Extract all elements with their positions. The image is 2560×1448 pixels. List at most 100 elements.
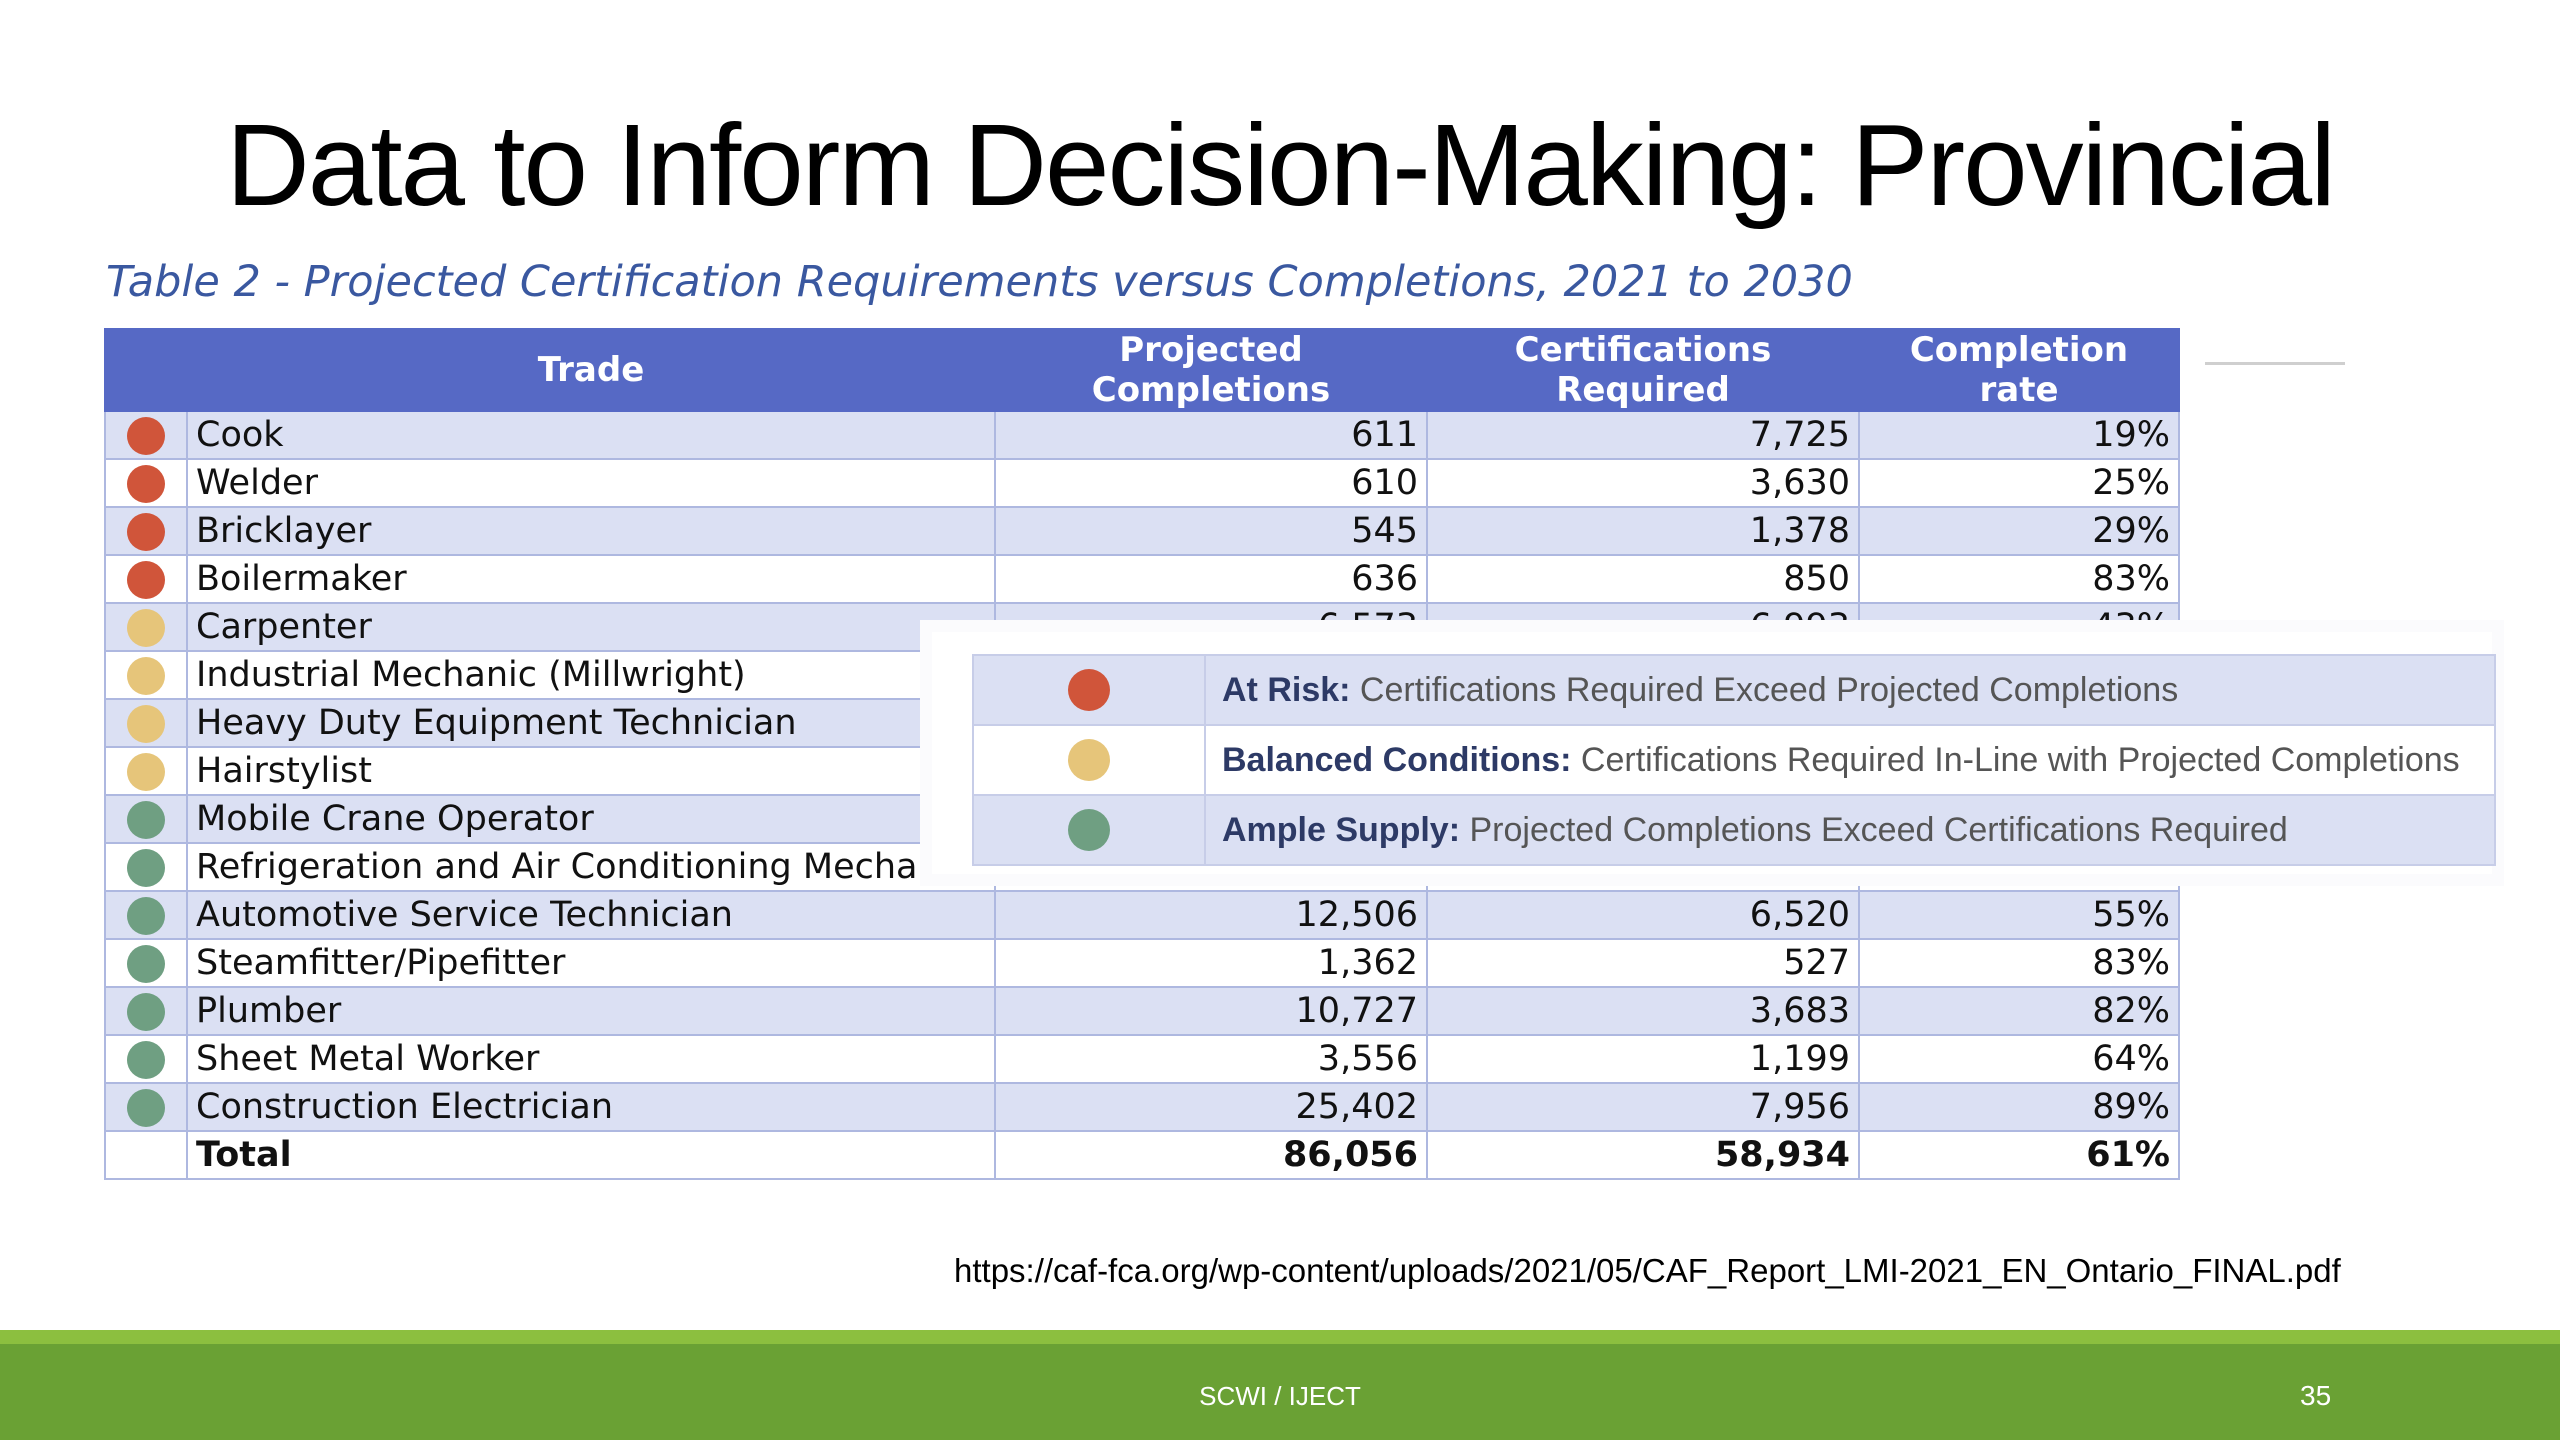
at-risk-dot-icon [1068, 669, 1110, 711]
trade-cell: Industrial Mechanic (Millwright) [186, 650, 996, 700]
rate-cell: 25% [1858, 458, 2180, 508]
status-dot-icon [127, 705, 165, 743]
legend-balanced-label: Balanced Conditions: [1222, 740, 1572, 779]
footer-stripe [0, 1330, 2560, 1344]
status-dot-icon [127, 801, 165, 839]
header-rate: Completion rate [1858, 328, 2180, 412]
trade-cell: Steamfitter/Pipefitter [186, 938, 996, 988]
trade-cell: Hairstylist [186, 746, 996, 796]
legend-ample-label: Ample Supply: [1222, 810, 1461, 849]
legend-row-ample: Ample Supply: Projected Completions Exce… [972, 794, 2496, 866]
projected-cell: 545 [994, 506, 1428, 556]
legend-at-risk-label: At Risk: [1222, 670, 1351, 709]
required-cell: 7,725 [1426, 410, 1860, 460]
required-cell: 1,199 [1426, 1034, 1860, 1084]
status-dot-icon [127, 753, 165, 791]
status-dot-icon [127, 657, 165, 695]
side-rule [2205, 362, 2345, 365]
projected-cell: 636 [994, 554, 1428, 604]
ample-dot-icon [1068, 809, 1110, 851]
required-cell: 6,520 [1426, 890, 1860, 940]
table-row: Construction Electrician 25,402 7,956 89% [104, 1082, 2180, 1132]
rate-cell: 82% [1858, 986, 2180, 1036]
rate-cell: 55% [1858, 890, 2180, 940]
status-dot-icon [127, 561, 165, 599]
status-dot-icon [127, 1089, 165, 1127]
status-legend: At Risk: Certifications Required Exceed … [932, 632, 2496, 874]
rate-cell: 19% [1858, 410, 2180, 460]
trade-cell: Cook [186, 410, 996, 460]
header-trade: Trade [186, 328, 996, 412]
trade-cell: Automotive Service Technician [186, 890, 996, 940]
slide-footer: SCWI / IJECT 35 [0, 1344, 2560, 1440]
trade-cell: Sheet Metal Worker [186, 1034, 996, 1084]
table-row: Cook 611 7,725 19% [104, 410, 2180, 460]
trade-cell: Bricklayer [186, 506, 996, 556]
total-row: Total 86,056 58,934 61% [104, 1130, 2180, 1180]
required-cell: 527 [1426, 938, 1860, 988]
required-cell: 3,630 [1426, 458, 1860, 508]
trade-cell: Mobile Crane Operator [186, 794, 996, 844]
table-row: Steamfitter/Pipefitter 1,362 527 83% [104, 938, 2180, 988]
legend-balanced-text: Certifications Required In-Line with Pro… [1580, 740, 2460, 779]
projected-cell: 3,556 [994, 1034, 1428, 1084]
trade-cell: Refrigeration and Air Conditioning Mecha… [186, 842, 996, 892]
trade-cell: Heavy Duty Equipment Technician [186, 698, 996, 748]
required-cell: 7,956 [1426, 1082, 1860, 1132]
legend-ample-text: Projected Completions Exceed Certificati… [1469, 810, 2288, 849]
legend-row-balanced: Balanced Conditions: Certifications Requ… [972, 724, 2496, 796]
table-row: Sheet Metal Worker 3,556 1,199 64% [104, 1034, 2180, 1084]
header-status [104, 328, 188, 412]
trade-cell: Plumber [186, 986, 996, 1036]
status-dot-icon [127, 849, 165, 887]
status-dot-icon [127, 945, 165, 983]
projected-cell: 610 [994, 458, 1428, 508]
total-required: 58,934 [1426, 1130, 1860, 1180]
status-dot-icon [127, 1041, 165, 1079]
trade-cell: Boilermaker [186, 554, 996, 604]
projected-cell: 611 [994, 410, 1428, 460]
slide-title: Data to Inform Decision-Making: Provinci… [226, 100, 2336, 230]
header-required: Certifications Required [1426, 328, 1860, 412]
rate-cell: 29% [1858, 506, 2180, 556]
legend-row-at-risk: At Risk: Certifications Required Exceed … [972, 654, 2496, 726]
trade-cell: Welder [186, 458, 996, 508]
required-cell: 1,378 [1426, 506, 1860, 556]
table-body: Cook 611 7,725 19% Welder 610 3,630 25% Bricklay… [104, 410, 2180, 1180]
status-dot-icon [127, 609, 165, 647]
table-caption: Table 2 - Projected Certification Requir… [106, 257, 1853, 307]
projected-cell: 12,506 [994, 890, 1428, 940]
page-number: 35 [2300, 1380, 2332, 1411]
table-row: Boilermaker 636 850 83% [104, 554, 2180, 604]
table-row: Welder 610 3,630 25% [104, 458, 2180, 508]
legend-at-risk-text: Certifications Required Exceed Projected… [1359, 670, 2179, 709]
status-dot-icon [127, 465, 165, 503]
certification-table: Trade Projected Completions Certificatio… [104, 328, 2180, 1180]
table-header-row: Trade Projected Completions Certificatio… [104, 328, 2180, 412]
table-row: Bricklayer 545 1,378 29% [104, 506, 2180, 556]
status-dot-icon [127, 897, 165, 935]
rate-cell: 83% [1858, 938, 2180, 988]
total-projected: 86,056 [994, 1130, 1428, 1180]
table-row: Plumber 10,727 3,683 82% [104, 986, 2180, 1036]
required-cell: 850 [1426, 554, 1860, 604]
projected-cell: 25,402 [994, 1082, 1428, 1132]
status-dot-icon [127, 513, 165, 551]
header-projected: Projected Completions [994, 328, 1428, 412]
footer-label: SCWI / IJECT [1199, 1381, 1361, 1411]
source-link[interactable]: https://caf-fca.org/wp-content/uploads/2… [954, 1252, 2341, 1289]
trade-cell: Construction Electrician [186, 1082, 996, 1132]
rate-cell: 89% [1858, 1082, 2180, 1132]
required-cell: 3,683 [1426, 986, 1860, 1036]
projected-cell: 1,362 [994, 938, 1428, 988]
rate-cell: 83% [1858, 554, 2180, 604]
balanced-dot-icon [1068, 739, 1110, 781]
rate-cell: 64% [1858, 1034, 2180, 1084]
total-rate: 61% [1858, 1130, 2180, 1180]
total-label: Total [186, 1130, 996, 1180]
projected-cell: 10,727 [994, 986, 1428, 1036]
trade-cell: Carpenter [186, 602, 996, 652]
table-row: Automotive Service Technician 12,506 6,520… [104, 890, 2180, 940]
status-dot-icon [127, 993, 165, 1031]
status-dot-icon [127, 417, 165, 455]
